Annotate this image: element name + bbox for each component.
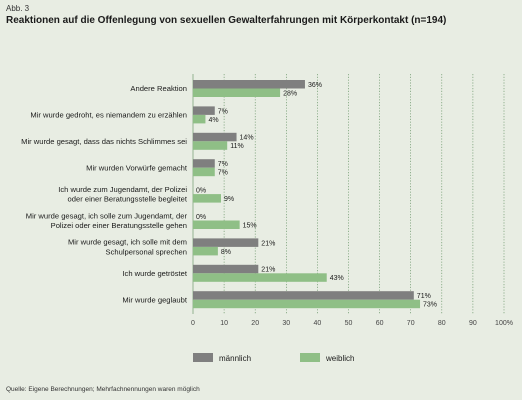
source-note: Quelle: Eigene Berechnungen; Mehrfachnen… xyxy=(6,386,200,393)
x-tick-label: 10 xyxy=(220,320,228,327)
x-tick-label: 100% xyxy=(495,320,513,327)
legend-label: weiblich xyxy=(325,354,354,363)
bar-weiblich xyxy=(193,167,215,177)
x-tick-label: 20 xyxy=(251,320,259,327)
data-label: 21% xyxy=(261,267,275,274)
data-label: 15% xyxy=(243,222,257,229)
bar-maennlich xyxy=(193,106,215,115)
category-label: Mir wurde gesagt, ich solle zum Jugendam… xyxy=(26,211,188,230)
bar-weiblich xyxy=(193,220,240,229)
category-label: Mir wurde gesagt, ich solle mit dem Schul… xyxy=(68,238,187,257)
data-label: 7% xyxy=(218,161,228,168)
bar-weiblich xyxy=(193,299,421,309)
category-label: Mir wurden Vorwürfe gemacht xyxy=(86,163,188,172)
x-tick-label: 90 xyxy=(469,320,477,327)
bar-maennlich xyxy=(193,238,259,247)
data-label: 7% xyxy=(218,170,228,177)
data-label: 4% xyxy=(208,117,218,124)
data-label: 14% xyxy=(240,135,254,142)
data-label: 0% xyxy=(196,188,206,195)
figure-label: Abb. 3 xyxy=(6,4,30,13)
data-label: 21% xyxy=(261,240,275,247)
bar-maennlich xyxy=(193,159,215,168)
category-label: Ich wurde getröstet xyxy=(122,269,187,278)
data-label: 0% xyxy=(196,214,206,221)
data-label: 8% xyxy=(221,249,231,256)
x-tick-label: 0 xyxy=(191,320,195,327)
x-tick-label: 70 xyxy=(407,320,415,327)
bar-maennlich xyxy=(193,264,259,274)
data-label: 9% xyxy=(224,196,234,203)
x-tick-label: 30 xyxy=(282,320,290,327)
data-label: 7% xyxy=(218,108,228,115)
bar-maennlich xyxy=(193,80,305,89)
data-label: 36% xyxy=(308,82,322,89)
chart-title: Reaktionen auf die Offenlegung von sexue… xyxy=(6,15,447,26)
data-label: 73% xyxy=(423,302,437,309)
category-label: Mir wurde geglaubt xyxy=(122,295,187,304)
data-label: 71% xyxy=(417,293,431,300)
legend-label: männlich xyxy=(219,354,251,363)
legend-swatch xyxy=(193,353,213,362)
x-tick-label: 50 xyxy=(345,320,353,327)
data-label: 43% xyxy=(330,275,344,282)
bar-weiblich xyxy=(193,114,206,124)
x-tick-label: 40 xyxy=(314,320,322,327)
bar-maennlich xyxy=(193,291,414,300)
bar-weiblich xyxy=(193,88,281,97)
category-label: Andere Reaktion xyxy=(130,84,187,93)
bar-weiblich xyxy=(193,246,218,256)
legend-swatch xyxy=(300,353,320,362)
x-tick-label: 80 xyxy=(438,320,446,327)
x-tick-label: 60 xyxy=(376,320,384,327)
category-label: Mir wurde gedroht, es niemandem zu erzäh… xyxy=(30,111,187,120)
labels-layer: 0 10 20 30 40 50 60 70 80 90 100% Andere Reaktion 36… xyxy=(21,82,513,327)
category-label: Ich wurde zum Jugendamt, der Polizei oder… xyxy=(58,185,188,204)
bar-weiblich xyxy=(193,273,327,282)
legend: männlich weiblich xyxy=(193,353,354,363)
bars-layer xyxy=(193,80,421,309)
bar-maennlich xyxy=(193,132,237,142)
data-label: 11% xyxy=(230,143,244,150)
bar-weiblich xyxy=(193,141,228,150)
bar-weiblich xyxy=(193,194,221,203)
data-label: 28% xyxy=(283,90,297,97)
category-label: Mir wurde gesagt, dass das nichts Schlim… xyxy=(21,137,187,146)
